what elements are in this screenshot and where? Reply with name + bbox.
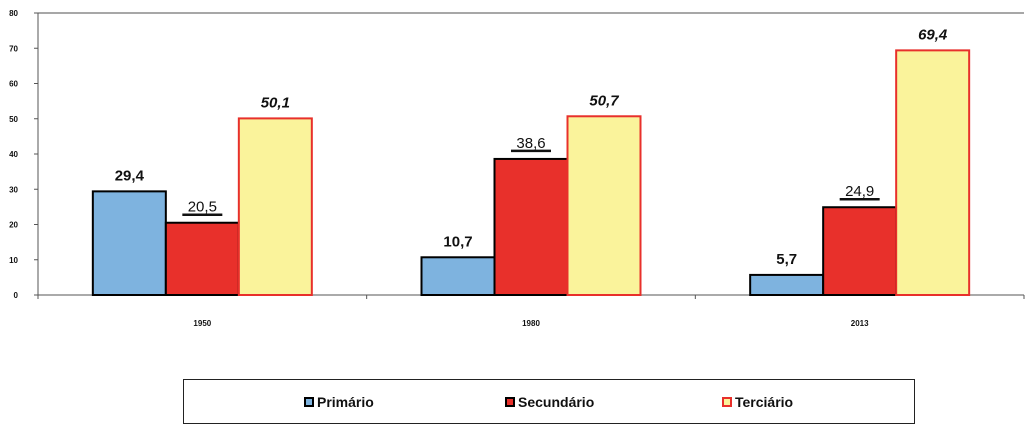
legend-item-terciario: Terciário xyxy=(722,394,793,410)
bar-chart: 0 10 20 30 40 50 60 70 80 1950 1980 2013 29,4 20,5 5… xyxy=(9,9,1025,328)
bar-primario-1950 xyxy=(91,190,167,297)
x-tick-label: 2013 xyxy=(851,319,869,328)
data-label-terciario-1980: 50,7 xyxy=(589,92,619,109)
y-tick-label: 70 xyxy=(9,44,18,53)
data-label-secundario-2013: 24,9 xyxy=(845,183,874,200)
bar-secundario-1950 xyxy=(164,221,240,296)
legend-swatch-secundario xyxy=(505,397,515,407)
bars xyxy=(91,49,971,297)
bar-primario-2013 xyxy=(749,273,825,297)
data-label-terciario-2013: 69,4 xyxy=(918,26,948,43)
data-label-primario-1950: 29,4 xyxy=(115,167,145,184)
y-tick-label: 80 xyxy=(9,9,18,18)
legend-item-secundario: Secundário xyxy=(505,394,594,410)
y-tick-label: 20 xyxy=(9,221,18,230)
legend-item-primario: Primário xyxy=(304,394,374,410)
y-tick-label: 0 xyxy=(14,291,19,300)
y-tick-label: 50 xyxy=(9,115,18,124)
y-tick-label: 10 xyxy=(9,256,18,265)
bar-secundario-1980 xyxy=(493,157,569,296)
legend-swatch-terciario xyxy=(722,397,732,407)
x-tick-label: 1950 xyxy=(193,319,211,328)
legend-label-primario: Primário xyxy=(317,394,374,410)
data-label-secundario-1950: 20,5 xyxy=(188,199,217,216)
y-tick-label: 30 xyxy=(9,185,18,194)
data-labels: 29,4 20,5 50,1 10,7 38,6 50,7 5,7 24,9 69,4 xyxy=(115,26,948,268)
data-label-primario-2013: 5,7 xyxy=(776,251,797,268)
bar-terciario-1980 xyxy=(566,115,642,296)
x-tick-label: 1980 xyxy=(522,319,540,328)
bar-terciario-2013 xyxy=(895,49,971,296)
bar-primario-1980 xyxy=(420,256,496,296)
legend-label-secundario: Secundário xyxy=(518,394,595,410)
bar-secundario-2013 xyxy=(822,206,898,296)
bar-terciario-1950 xyxy=(237,117,313,296)
data-label-terciario-1950: 50,1 xyxy=(261,94,290,111)
data-label-primario-1980: 10,7 xyxy=(443,233,472,250)
y-tick-label: 60 xyxy=(9,80,18,89)
legend-swatch-primario xyxy=(304,397,314,407)
legend: Primário Secundário Terciário xyxy=(183,379,915,424)
x-axis: 1950 1980 2013 xyxy=(37,294,1025,328)
data-label-secundario-1980: 38,6 xyxy=(516,135,545,152)
y-axis: 0 10 20 30 40 50 60 70 80 xyxy=(9,9,1024,300)
y-tick-label: 40 xyxy=(9,150,18,159)
legend-label-terciario: Terciário xyxy=(735,394,794,410)
